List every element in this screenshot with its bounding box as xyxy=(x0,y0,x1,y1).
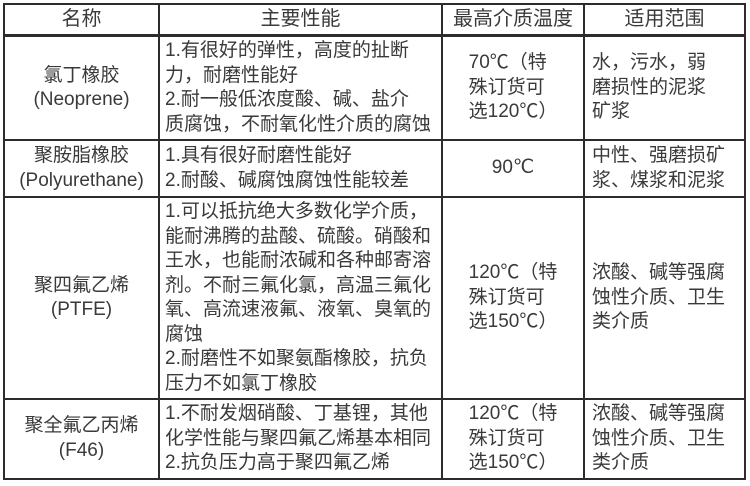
header-max-temp-label: 最高介质温度 xyxy=(453,8,573,31)
max-temp-text: 120℃（特 殊订货可 选150℃） xyxy=(468,262,558,333)
table-row-neoprene: 氯丁橡胶 (Neoprene) 1.有很好的弹性，高度的扯断 力，耐磨性能好 2… xyxy=(3,34,746,141)
max-temp-cell: 120℃（特 殊订货可 选150℃） xyxy=(441,398,585,480)
material-name-text: 聚胺脂橡胶 (Polyurethane) xyxy=(19,145,144,191)
max-temp-cell: 70℃（特 殊订货可 选120℃） xyxy=(441,34,585,141)
performance-text: 1.不耐发烟硝酸、丁基锂，其他 化学性能与聚四氟乙烯基本相同 2.抗负压力高于聚… xyxy=(165,403,432,473)
material-properties-table: 名称 主要性能 最高介质温度 适用范围 氯丁橡胶 (Neoprene) 1.有很… xyxy=(3,3,746,480)
max-temp-text: 90℃ xyxy=(491,157,535,179)
max-temp-cell: 90℃ xyxy=(441,139,585,198)
performance-cell: 1.不耐发烟硝酸、丁基锂，其他 化学性能与聚四氟乙烯基本相同 2.抗负压力高于聚… xyxy=(158,398,443,480)
material-name-cell: 聚四氟乙烯 (PTFE) xyxy=(3,196,160,400)
performance-cell: 1.有很好的弹性，高度的扯断 力，耐磨性能好 2.耐一般低浓度酸、碱、盐介 质腐… xyxy=(158,34,443,141)
performance-text: 1.可以抵抗绝大多数化学介质， 能耐沸腾的盐酸、硫酸。硝酸和 王水，也能耐浓碱和… xyxy=(165,201,432,394)
range-text: 浓酸、碱等强腐 蚀性介质、卫生 类介质 xyxy=(592,262,726,333)
header-range-label: 适用范围 xyxy=(624,8,705,31)
header-row: 名称 主要性能 最高介质温度 适用范围 xyxy=(3,3,746,37)
material-name-text: 聚四氟乙烯 (PTFE) xyxy=(33,274,129,321)
range-cell: 水，污水，弱 磨损性的泥浆 矿浆 xyxy=(583,34,746,141)
range-text: 中性、强磨损矿 浆、煤浆和泥浆 xyxy=(592,145,726,191)
header-range: 适用范围 xyxy=(583,3,746,37)
header-max-temp: 最高介质温度 xyxy=(441,3,585,37)
material-name-text: 氯丁橡胶 (Neoprene) xyxy=(33,64,130,111)
range-text: 浓酸、碱等强腐 蚀性介质、卫生 类介质 xyxy=(592,403,726,473)
material-name-cell: 氯丁橡胶 (Neoprene) xyxy=(3,34,160,141)
range-cell: 浓酸、碱等强腐 蚀性介质、卫生 类介质 xyxy=(583,196,746,400)
table-row-f46: 聚全氟乙丙烯 (F46) 1.不耐发烟硝酸、丁基锂，其他 化学性能与聚四氟乙烯基… xyxy=(3,398,746,480)
performance-text: 1.具有很好耐磨性能好 2.耐酸、碱腐蚀腐蚀性能较差 xyxy=(165,145,409,191)
performance-cell: 1.可以抵抗绝大多数化学介质， 能耐沸腾的盐酸、硫酸。硝酸和 王水，也能耐浓碱和… xyxy=(158,196,443,400)
range-text: 水，污水，弱 磨损性的泥浆 矿浆 xyxy=(592,52,707,123)
material-name-text: 聚全氟乙丙烯 (F46) xyxy=(24,415,139,461)
table-row-polyurethane: 聚胺脂橡胶 (Polyurethane) 1.具有很好耐磨性能好 2.耐酸、碱腐… xyxy=(3,139,746,198)
performance-text: 1.有很好的弹性，高度的扯断 力，耐磨性能好 2.耐一般低浓度酸、碱、盐介 质腐… xyxy=(165,40,432,135)
performance-cell: 1.具有很好耐磨性能好 2.耐酸、碱腐蚀腐蚀性能较差 xyxy=(158,139,443,198)
header-performance-label: 主要性能 xyxy=(260,8,341,31)
header-performance: 主要性能 xyxy=(158,3,443,37)
material-name-cell: 聚胺脂橡胶 (Polyurethane) xyxy=(3,139,160,198)
material-name-cell: 聚全氟乙丙烯 (F46) xyxy=(3,398,160,480)
max-temp-text: 70℃（特 殊订货可 选120℃） xyxy=(468,52,558,123)
range-cell: 浓酸、碱等强腐 蚀性介质、卫生 类介质 xyxy=(583,398,746,480)
header-name-label: 名称 xyxy=(61,8,102,31)
range-cell: 中性、强磨损矿 浆、煤浆和泥浆 xyxy=(583,139,746,198)
header-name: 名称 xyxy=(3,3,160,37)
max-temp-cell: 120℃（特 殊订货可 选150℃） xyxy=(441,196,585,400)
max-temp-text: 120℃（特 殊订货可 选150℃） xyxy=(468,403,558,473)
table-row-ptfe: 聚四氟乙烯 (PTFE) 1.可以抵抗绝大多数化学介质， 能耐沸腾的盐酸、硫酸。… xyxy=(3,196,746,400)
